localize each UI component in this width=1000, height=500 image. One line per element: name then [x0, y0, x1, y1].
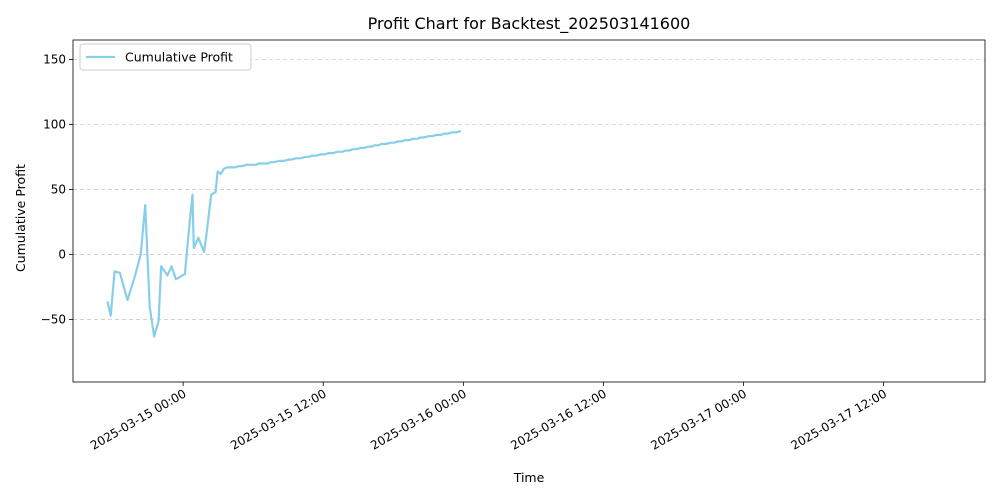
legend: Cumulative Profit — [79, 43, 252, 71]
gridlines — [73, 59, 985, 320]
x-tick-label: 2025-03-17 00:00 — [648, 386, 749, 452]
y-tick-label: 0 — [58, 248, 66, 262]
y-tick-label: 150 — [43, 53, 66, 67]
x-tick-label: 2025-03-15 12:00 — [228, 386, 329, 452]
series-line-cumulative-profit — [106, 129, 462, 338]
y-axis-label: Cumulative Profit — [13, 164, 28, 272]
legend-box — [79, 43, 252, 71]
x-tick-label: 2025-03-16 00:00 — [368, 386, 469, 452]
series-layer — [106, 129, 462, 338]
x-axis-label: Time — [513, 470, 545, 485]
x-axis-ticks: 2025-03-15 00:00 2025-03-15 12:00 2025-03-… — [88, 382, 889, 453]
y-tick-label: −50 — [41, 313, 66, 327]
chart-title: Profit Chart for Backtest_202503141600 — [368, 14, 691, 34]
y-tick-label: 100 — [43, 118, 66, 132]
x-tick-label: 2025-03-17 12:00 — [788, 386, 889, 452]
x-tick-label: 2025-03-16 12:00 — [508, 386, 609, 452]
legend-label: Cumulative Profit — [125, 50, 233, 65]
x-tick-label: 2025-03-15 00:00 — [88, 386, 189, 452]
plot-frame — [72, 39, 986, 383]
y-axis-ticks: −50 0 50 100 150 — [41, 53, 73, 327]
y-tick-label: 50 — [51, 183, 66, 197]
